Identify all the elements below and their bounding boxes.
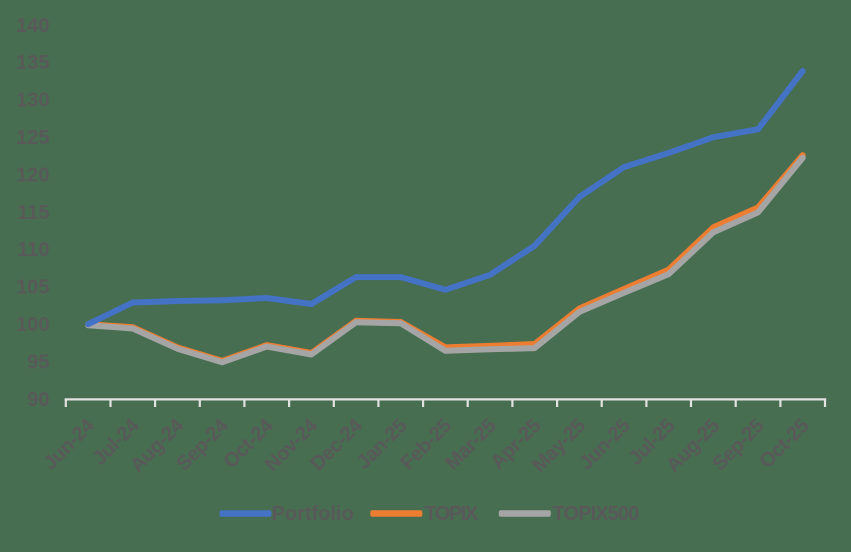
svg-text:135: 135 [16, 52, 49, 74]
svg-text:105: 105 [16, 277, 49, 299]
svg-text:130: 130 [16, 90, 49, 112]
svg-text:100: 100 [16, 314, 49, 336]
svg-text:95: 95 [27, 351, 49, 373]
svg-text:Sep-24: Sep-24 [172, 414, 233, 475]
svg-text:110: 110 [17, 239, 49, 261]
svg-text:90: 90 [27, 389, 49, 411]
svg-text:140: 140 [16, 15, 49, 37]
svg-text:Oct-25: Oct-25 [755, 415, 813, 473]
svg-text:Mar-25: Mar-25 [441, 415, 501, 475]
svg-text:TOPIX500: TOPIX500 [553, 503, 640, 525]
svg-text:Dec-24: Dec-24 [306, 414, 367, 475]
svg-text:Jun-24: Jun-24 [39, 414, 99, 474]
svg-text:125: 125 [16, 127, 49, 149]
svg-text:115: 115 [17, 202, 49, 224]
svg-text:TOPIX: TOPIX [425, 503, 479, 525]
svg-text:Sep-25: Sep-25 [708, 415, 768, 475]
svg-text:Jun-25: Jun-25 [575, 415, 635, 475]
svg-text:Portfolio: Portfolio [272, 503, 354, 525]
svg-text:120: 120 [16, 164, 49, 186]
